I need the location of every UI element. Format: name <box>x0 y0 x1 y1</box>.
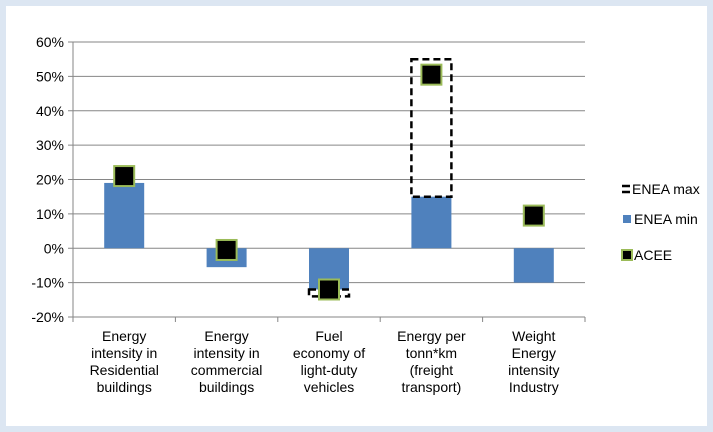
x-category-label: Energy intensity in Residential buildings <box>90 328 159 395</box>
y-tick-label: 30% <box>36 137 64 153</box>
legend-swatch-enea-max <box>622 184 630 194</box>
acee-marker <box>113 165 136 188</box>
x-category-label: Fuel economy of light-duty vehicles <box>293 328 365 395</box>
x-category-label: Energy per tonn*km (freight transport) <box>397 328 466 395</box>
legend-label-acee: ACEE <box>634 247 672 263</box>
legend-swatch-enea-min <box>623 215 631 223</box>
gridlines <box>68 41 586 322</box>
acee-marker <box>215 238 238 261</box>
legend-label-enea-max: ENEA max <box>632 181 700 197</box>
x-axis-category-labels: Energy intensity in Residential buildings En… <box>90 328 560 395</box>
y-tick-label: 20% <box>36 172 64 188</box>
acee-marker <box>318 278 340 301</box>
y-tick-label: 0% <box>44 240 64 256</box>
chart-svg: 60% 50% 40% 30% 20% 10% 0% -10% -20% Energy inten… <box>31 34 700 395</box>
y-tick-label: -10% <box>31 275 64 291</box>
y-tick-label: 40% <box>36 103 64 119</box>
legend-item-enea-min: ENEA min <box>623 211 698 227</box>
enea-max-box <box>410 57 453 198</box>
acee-markers <box>113 63 545 301</box>
y-tick-label: 50% <box>36 68 64 84</box>
enea-min-bar <box>513 248 554 283</box>
x-category-label: Energy intensity in commercial buildings <box>191 328 263 395</box>
acee-marker <box>420 63 443 86</box>
y-axis-tick-labels: 60% 50% 40% 30% 20% 10% 0% -10% -20% <box>31 34 64 325</box>
legend-item-enea-max: ENEA max <box>622 181 700 197</box>
enea-min-bar <box>411 196 452 249</box>
enea-min-bars <box>104 182 554 290</box>
acee-marker <box>522 204 545 227</box>
y-tick-label: 60% <box>36 34 64 50</box>
y-tick-label: 10% <box>36 206 64 222</box>
legend-label-enea-min: ENEA min <box>634 211 698 227</box>
legend: ENEA max ENEA min ACEE <box>621 181 700 263</box>
chart-panel: 60% 50% 40% 30% 20% 10% 0% -10% -20% Energy inten… <box>6 6 707 426</box>
legend-swatch-acee <box>621 249 633 261</box>
x-category-label: Weight Energy intensity Industry <box>508 328 559 395</box>
legend-item-acee: ACEE <box>621 247 672 263</box>
y-tick-label: -20% <box>31 309 64 325</box>
enea-min-bar <box>104 182 145 249</box>
